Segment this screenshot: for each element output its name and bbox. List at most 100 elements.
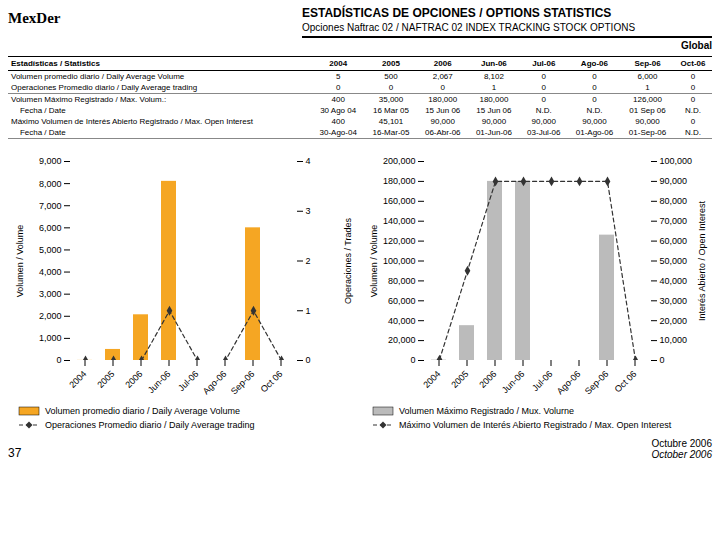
html-text:Opciones Naftrac 02 / NAFTRAC: Opciones Naftrac 02 / NAFTRAC 02 INDEX T… (302, 22, 636, 33)
svg-text:2005: 2005 (95, 369, 116, 390)
html-text:35,000: 35,000 (378, 95, 404, 104)
html-text:Volumen promedio diario / Dail: Volumen promedio diario / Daily Average … (11, 72, 185, 81)
svg-text:2,000: 2,000 (39, 311, 62, 321)
svg-text:200,000: 200,000 (383, 156, 416, 166)
html-text:2005: 2005 (382, 59, 400, 68)
svg-text:Sep-06: Sep-06 (583, 369, 611, 397)
svg-text:3: 3 (306, 206, 311, 216)
svg-text:0: 0 (410, 355, 415, 365)
html-text:180,000: 180,000 (428, 95, 458, 104)
html-text:400: 400 (331, 117, 345, 126)
svg-text:0: 0 (306, 355, 311, 365)
svg-text:4,000: 4,000 (39, 267, 62, 277)
html-text:Máximo Volumen de Interés Abie: Máximo Volumen de Interés Abierto Regist… (399, 420, 672, 430)
html-text:ESTADÍSTICAS DE OPCIONES / OPT: ESTADÍSTICAS DE OPCIONES / OPTIONS STATI… (302, 6, 612, 20)
html-text:Operaciones Promedio diario /: Operaciones Promedio diario / Daily Aver… (45, 420, 255, 430)
svg-text:8,000: 8,000 (39, 178, 62, 188)
svg-text:Interés Abierto / Open Interes: Interés Abierto / Open Interest (697, 200, 707, 321)
svg-text:40,000: 40,000 (388, 316, 416, 326)
html-text:Máximo Volumen de Interés Abie: Máximo Volumen de Interés Abierto Regist… (11, 117, 253, 126)
svg-text:180,000: 180,000 (383, 176, 416, 186)
html-text:Fecha / Date: Fecha / Date (11, 106, 66, 115)
svg-text:Jun-06: Jun-06 (146, 369, 173, 396)
html-text:MexDer: MexDer (8, 10, 61, 26)
svg-text:0: 0 (660, 355, 665, 365)
html-text:Volumen Máximo Registrado / Ma: Volumen Máximo Registrado / Max. Volum.: (11, 95, 167, 104)
html-text:8,102: 8,102 (483, 72, 504, 81)
svg-text:Oct 06: Oct 06 (613, 369, 639, 395)
svg-text:Jul-06: Jul-06 (530, 369, 554, 393)
svg-text:70,000: 70,000 (660, 216, 688, 226)
svg-text:1: 1 (306, 306, 311, 316)
html-text:N.D.: N.D. (535, 106, 552, 115)
html-text:N.D.: N.D. (586, 106, 603, 115)
svg-text:Volumen / Volume: Volumen / Volume (369, 225, 379, 298)
svg-text:0: 0 (56, 355, 61, 365)
html-text:01 Sep 06: 01 Sep 06 (629, 106, 666, 115)
html-text:30 Ago 04: 30 Ago 04 (320, 106, 357, 115)
html-text:37: 37 (8, 446, 22, 460)
svg-text:9,000: 9,000 (39, 156, 62, 166)
svg-text:Oct 06: Oct 06 (259, 369, 285, 395)
svg-text:80,000: 80,000 (388, 276, 416, 286)
svg-text:2006: 2006 (123, 369, 144, 390)
html-text:Jun-06: Jun-06 (481, 59, 507, 68)
svg-text:2006: 2006 (477, 369, 498, 390)
svg-text:Jun-06: Jun-06 (500, 369, 527, 396)
svg-text:100,000: 100,000 (660, 156, 693, 166)
html-text:N.D.: N.D. (685, 106, 701, 115)
svg-text:160,000: 160,000 (383, 196, 416, 206)
svg-text:30,000: 30,000 (660, 296, 688, 306)
svg-text:2004: 2004 (67, 369, 88, 390)
svg-text:6,000: 6,000 (39, 223, 62, 233)
html-text:Ago-06: Ago-06 (580, 59, 608, 68)
html-text:126,000: 126,000 (633, 95, 662, 104)
html-text:Sep-06: Sep-06 (634, 59, 661, 68)
html-text:Octubre 2006: Octubre 2006 (651, 438, 712, 449)
svg-text:140,000: 140,000 (383, 216, 416, 226)
html-text:400: 400 (331, 95, 345, 104)
html-text:2006: 2006 (433, 59, 452, 68)
html-text:6,000: 6,000 (637, 72, 658, 81)
svg-text:7,000: 7,000 (39, 201, 62, 211)
svg-text:90,000: 90,000 (660, 176, 688, 186)
svg-text:Jul-06: Jul-06 (176, 369, 200, 393)
svg-text:60,000: 60,000 (388, 296, 416, 306)
html-text:Operaciones Promedio diario /: Operaciones Promedio diario / Daily Aver… (11, 83, 198, 92)
svg-text:4: 4 (306, 156, 311, 166)
svg-text:Ago-06: Ago-06 (201, 369, 229, 397)
svg-text:5,000: 5,000 (39, 245, 62, 255)
svg-text:50,000: 50,000 (660, 256, 688, 266)
svg-text:Sep-06: Sep-06 (229, 369, 257, 397)
html-text:16 Mar 05: 16 Mar 05 (373, 106, 409, 115)
html-text:October 2006: October 2006 (651, 449, 712, 460)
html-text:15 Jun 06: 15 Jun 06 (476, 106, 512, 115)
svg-text:100,000: 100,000 (383, 256, 416, 266)
html-text:500: 500 (384, 72, 398, 81)
svg-text:Operaciones / Trades: Operaciones / Trades (343, 217, 353, 304)
svg-text:2005: 2005 (449, 369, 470, 390)
svg-text:Volumen / Volume: Volumen / Volume (15, 225, 25, 298)
svg-text:2: 2 (306, 256, 311, 266)
html-text:Global: Global (680, 40, 712, 51)
svg-text:3,000: 3,000 (39, 289, 62, 299)
svg-text:120,000: 120,000 (383, 236, 416, 246)
html-text:2004: 2004 (329, 59, 348, 68)
svg-text:10,000: 10,000 (660, 335, 688, 345)
html-text:15 Jun 06: 15 Jun 06 (425, 106, 461, 115)
svg-text:1,000: 1,000 (39, 333, 62, 343)
html-text:180,000: 180,000 (479, 95, 509, 104)
html-text:Jul-06: Jul-06 (532, 59, 556, 68)
html-text:Volumen Máximo Registrado / Mu: Volumen Máximo Registrado / Mux. Volurne (399, 406, 575, 416)
html-text:Oct-06: Oct-06 (680, 59, 706, 68)
svg-text:Ago-06: Ago-06 (555, 369, 583, 397)
svg-text:80,000: 80,000 (660, 196, 688, 206)
html-text:Volumen promedio diario / Dail: Volumen promedio diario / Daily Average … (45, 406, 240, 416)
svg-text:2004: 2004 (421, 369, 442, 390)
svg-text:40,000: 40,000 (660, 276, 688, 286)
html-text:2,067: 2,067 (432, 72, 453, 81)
svg-text:60,000: 60,000 (660, 236, 688, 246)
html-text:Estadísticas / Statistics: Estadísticas / Statistics (11, 59, 100, 68)
svg-text:20,000: 20,000 (388, 335, 416, 345)
svg-text:20,000: 20,000 (660, 316, 688, 326)
